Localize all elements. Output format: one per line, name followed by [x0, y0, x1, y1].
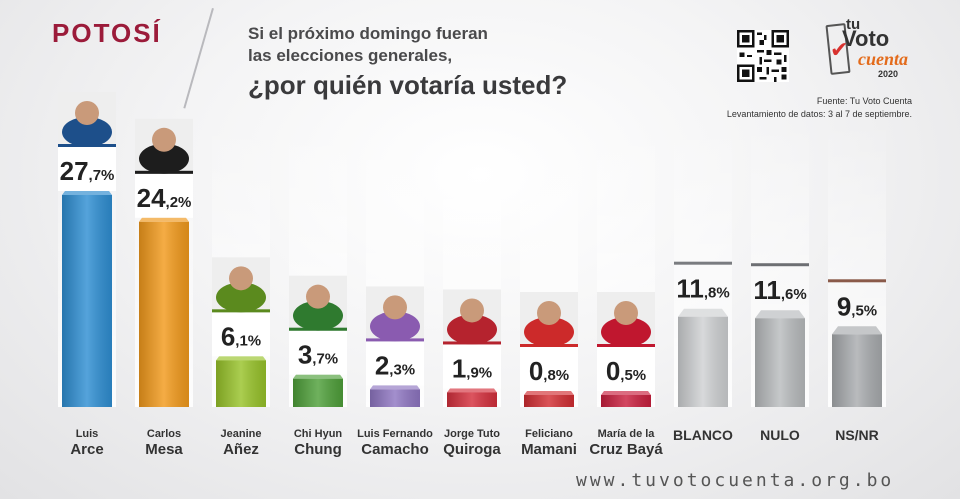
value-label-box [135, 173, 193, 218]
photo-accent-line [443, 341, 501, 345]
value-label: 0,5% [606, 356, 646, 386]
bar-shading [216, 360, 266, 407]
source-note: Fuente: Tu Voto Cuenta Levantamiento de … [727, 95, 912, 121]
bar-top [832, 326, 882, 335]
value-label-box [597, 347, 655, 391]
category-label-line2: Mamani [521, 441, 577, 458]
source-line: Fuente: Tu Voto Cuenta [816, 96, 912, 106]
bar-top [678, 308, 728, 317]
value-label-box [58, 147, 116, 191]
website-url[interactable]: www.tuvotocuenta.org.bo [576, 470, 895, 491]
candidate-photo-shoulders [370, 311, 420, 342]
candidate-photo-shoulders [601, 317, 651, 347]
photo-accent-line [58, 144, 116, 147]
question-line-3: ¿por quién votaría usted? [248, 70, 568, 100]
photo-accent-line [520, 344, 578, 347]
fieldwork-dates: Levantamiento de datos: 3 al 7 de septie… [726, 109, 912, 119]
candidate-photo-shoulders [216, 282, 266, 313]
bar-top [755, 310, 805, 319]
value-label-accent [751, 263, 809, 267]
checkmark-icon: ✔ [830, 38, 849, 63]
category-label-line1: Jeanine [221, 428, 262, 440]
region-title: POTOSÍ [52, 18, 162, 48]
value-label-box [212, 312, 270, 357]
candidate-photo-head [537, 301, 561, 325]
value-label-accent [828, 279, 886, 283]
candidate-photo-head [383, 295, 407, 320]
value-label: 0,8% [529, 356, 569, 386]
value-label: 3,7% [298, 340, 338, 370]
category-label-line1: Luis [76, 428, 99, 440]
candidate-photo-head [460, 298, 484, 323]
candidate-photo-head [229, 266, 253, 291]
category-label-line1: NULO [760, 427, 800, 443]
photo-accent-line [597, 344, 655, 347]
candidate-photo-shoulders [293, 300, 343, 331]
value-label: 11,8% [676, 274, 729, 304]
candidate-photo-shoulders [447, 314, 497, 345]
logo-tu: tu [846, 16, 861, 33]
candidate-photo-head [152, 127, 176, 152]
category-label-line1: María de la [598, 428, 656, 440]
logo-voto: Voto [842, 26, 890, 51]
category-label-line1: BLANCO [673, 427, 733, 443]
category-label-line2: Chung [294, 441, 341, 458]
logo-year: 2020 [878, 69, 899, 79]
category-label-line1: Feliciano [525, 428, 573, 440]
category-label-line1: Chi Hyun [294, 428, 343, 440]
bar-shading [370, 389, 420, 407]
candidate-photo-head [75, 101, 99, 125]
category-label-line2: Camacho [361, 441, 429, 458]
photo-accent-line [212, 309, 270, 313]
bar-shading [139, 221, 189, 407]
value-label: 24,2% [137, 183, 192, 213]
category-label-line2: Cruz Bayá [589, 441, 663, 458]
category-label-line1: Jorge Tuto [444, 428, 500, 440]
category-label-line2: Mesa [145, 441, 183, 458]
category-label-line1: NS/NR [835, 427, 879, 443]
candidate-photo-head [306, 284, 330, 309]
logo-cuenta: cuenta [858, 49, 909, 69]
category-label-line1: Luis Fernando [357, 428, 433, 440]
photo-accent-line [366, 338, 424, 342]
value-label: 2,3% [375, 350, 415, 380]
category-label-line2: Arce [70, 441, 103, 458]
candidate-photo-shoulders [524, 317, 574, 347]
value-label-box [366, 341, 424, 386]
category-label-line2: Quiroga [443, 441, 501, 458]
value-label: 27,7% [60, 156, 115, 186]
category-label-line2: Añez [223, 441, 259, 458]
value-label-accent [674, 261, 732, 265]
value-label: 1,9% [452, 353, 492, 383]
photo-accent-line [135, 170, 193, 174]
value-label-box [289, 330, 347, 375]
value-label: 11,6% [753, 275, 806, 305]
candidate-photo-shoulders [139, 143, 189, 174]
tu-voto-cuenta-logo: ✔ tu Voto cuenta 2020 [825, 16, 914, 84]
category-label-line1: Carlos [147, 428, 181, 440]
bar-shading [293, 378, 343, 407]
qr-code-icon[interactable] [737, 30, 789, 82]
bar-shading [447, 392, 497, 407]
bar-shading [62, 195, 112, 407]
bar-shading [524, 395, 574, 407]
value-label: 9,5% [837, 291, 877, 321]
photo-accent-line [289, 327, 347, 331]
value-label: 6,1% [221, 321, 261, 351]
question-line-1: Si el próximo domingo fueran [248, 24, 488, 43]
bar-shading [832, 334, 882, 407]
question-line-2: las elecciones generales, [248, 46, 453, 65]
value-label-box [443, 344, 501, 389]
candidate-photo-shoulders [62, 117, 112, 147]
bar-shading [755, 318, 805, 407]
bar-shading [678, 316, 728, 407]
survey-question: Si el próximo domingo fueran las eleccio… [248, 23, 567, 103]
bar-shading [601, 395, 651, 407]
candidate-photo-head [614, 301, 638, 325]
value-label-box [520, 347, 578, 391]
